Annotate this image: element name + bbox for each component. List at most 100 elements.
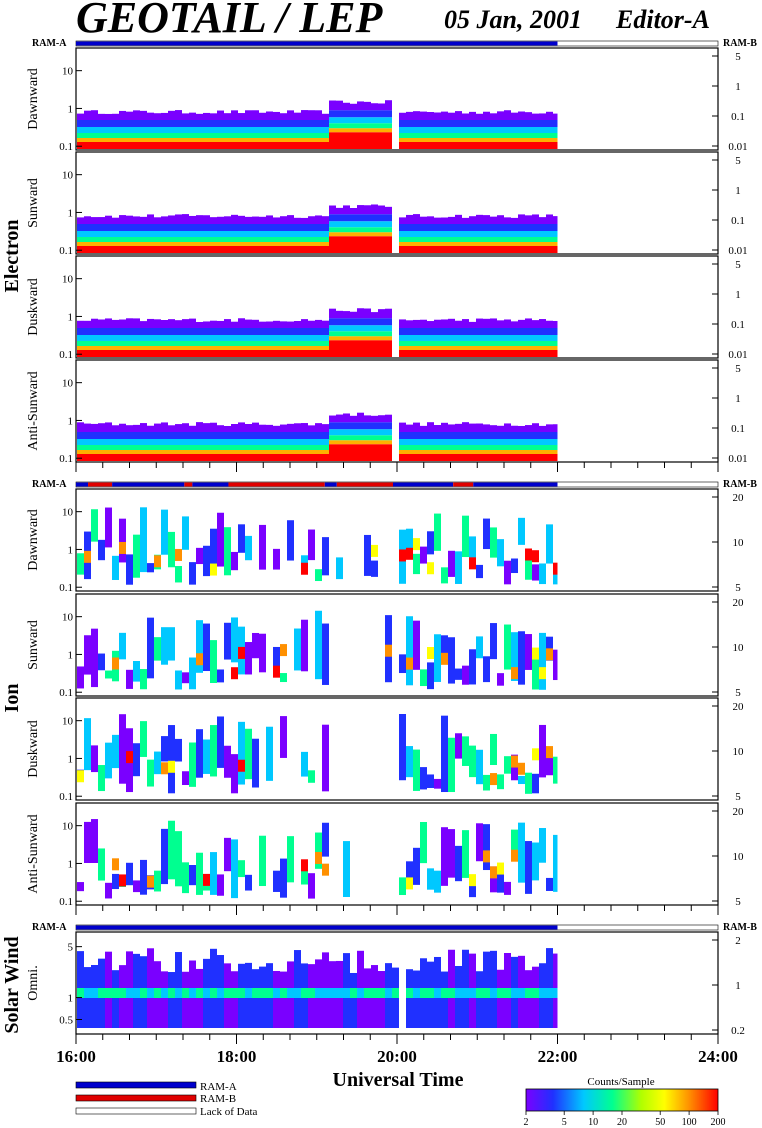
- spectrogram-cell: [532, 445, 539, 450]
- spectrogram-cell: [434, 133, 441, 138]
- spectrogram-cell: [490, 866, 497, 893]
- spectrogram-cell: [119, 518, 126, 563]
- spectrogram-cell: [140, 133, 147, 138]
- spectrogram-cell: [147, 127, 154, 133]
- spectrogram-cell: [315, 445, 322, 450]
- spectrogram-cell: [231, 667, 238, 680]
- spectrogram-cell: [98, 439, 105, 445]
- spectrogram-cell: [133, 127, 140, 133]
- spectrogram-cell: [469, 432, 476, 439]
- left-tick-label: 10: [62, 507, 74, 519]
- spectrogram-cell: [413, 246, 420, 253]
- left-tick-label: 0.1: [59, 582, 73, 594]
- spectrogram-cell: [413, 847, 420, 885]
- spectrogram-cell: [161, 237, 168, 242]
- right-tick-label: 0.1: [731, 111, 745, 123]
- spectrogram-cell: [532, 127, 539, 133]
- spectrogram-cell: [98, 242, 105, 246]
- spectrogram-cell: [413, 620, 420, 670]
- spectrogram-cell: [371, 435, 378, 441]
- spectrogram-cell: [455, 341, 462, 346]
- spectrogram-cell: [462, 133, 469, 138]
- spectrogram-cell: [133, 237, 140, 242]
- spectrogram-cell: [546, 231, 553, 237]
- spectrogram-cell: [105, 350, 112, 357]
- spectrogram-cell: [252, 445, 259, 450]
- spectrogram-cell: [168, 627, 175, 661]
- spectrogram-cell: [490, 346, 497, 350]
- spectrogram-cell: [245, 242, 252, 246]
- spectrogram-cell: [441, 715, 448, 793]
- spectrogram-cell: [161, 216, 168, 224]
- spectrogram-cell: [413, 970, 420, 1028]
- spectrogram-cell: [322, 350, 329, 357]
- spectrogram-cell: [476, 636, 483, 659]
- spectrogram-cell: [462, 335, 469, 341]
- spectrogram-cell: [210, 445, 217, 450]
- spectrogram-cell: [217, 716, 224, 768]
- spectrogram-cell: [203, 142, 210, 149]
- spectrogram-cell: [420, 246, 427, 253]
- spectrogram-cell: [203, 138, 210, 142]
- spectrogram-cell: [266, 432, 273, 439]
- spectrogram-cell: [525, 246, 532, 253]
- spectrogram-cell: [245, 133, 252, 138]
- spectrogram-cell: [518, 517, 525, 545]
- colorbar-ticks: 2 5 10 20 50 100 200: [524, 1111, 726, 1128]
- spectrogram-cell: [539, 439, 546, 445]
- spectrogram-cell: [406, 350, 413, 357]
- spectrogram-cell: [224, 745, 231, 778]
- spectrogram-cell: [245, 642, 252, 675]
- spectrogram-cell: [308, 770, 315, 783]
- spectrogram-cell: [140, 138, 147, 142]
- spectrogram-cell: [301, 242, 308, 246]
- spectrogram-cell: [490, 231, 497, 237]
- spectrogram-cell: [406, 746, 413, 778]
- spectrogram-cell: [266, 321, 273, 328]
- spectrogram-cell: [413, 749, 420, 791]
- spectrogram-cell: [378, 429, 385, 436]
- spectrogram-cell: [399, 549, 406, 562]
- spectrogram-cell: [259, 237, 266, 242]
- spectrogram-cell: [280, 858, 287, 898]
- spectrogram-cell: [357, 440, 364, 445]
- spectrogram-cell: [357, 117, 364, 124]
- spectrogram-cell: [133, 242, 140, 246]
- spectrogram-cell: [231, 350, 238, 357]
- spectrogram-cell: [441, 138, 448, 142]
- spectrogram-cell: [273, 439, 280, 445]
- spectrogram-cell: [539, 138, 546, 142]
- spectrogram-cell: [483, 445, 490, 450]
- spectrogram-cell: [77, 770, 84, 783]
- spectrogram-cell: [259, 835, 266, 887]
- spectrogram-cell: [329, 236, 336, 253]
- spectrogram-cell: [210, 138, 217, 142]
- spectrogram-cell: [413, 422, 420, 432]
- spectrogram-cell: [420, 445, 427, 450]
- spectrogram-cell: [462, 120, 469, 127]
- spectrogram-cell: [203, 623, 210, 672]
- spectrogram-cell: [525, 328, 532, 335]
- spectrogram-cell: [203, 246, 210, 253]
- spectrogram-cell: [231, 754, 238, 794]
- spectrogram-cell: [329, 444, 336, 461]
- spectrogram-cell: [287, 246, 294, 253]
- spectrogram-cell: [119, 874, 126, 887]
- spectrogram-cell: [455, 668, 462, 680]
- spectrogram-cell: [413, 127, 420, 133]
- spectrogram-cell: [322, 346, 329, 350]
- spectrogram-cell: [287, 138, 294, 142]
- spectrogram-cell: [112, 341, 119, 346]
- spectrogram-cell: [147, 133, 154, 138]
- spectrogram-cell: [175, 242, 182, 246]
- spectrogram-cell: [525, 450, 532, 454]
- spectrogram-cell: [161, 242, 168, 246]
- spectrogram-cell: [126, 341, 133, 346]
- spectrogram-cell: [119, 110, 126, 120]
- spectrogram-cell: [84, 231, 91, 237]
- spectrogram-cell: [378, 440, 385, 445]
- ram-bar-segment: [112, 482, 185, 487]
- spectrogram-cell: [168, 988, 175, 998]
- spectrogram-cell: [91, 110, 98, 120]
